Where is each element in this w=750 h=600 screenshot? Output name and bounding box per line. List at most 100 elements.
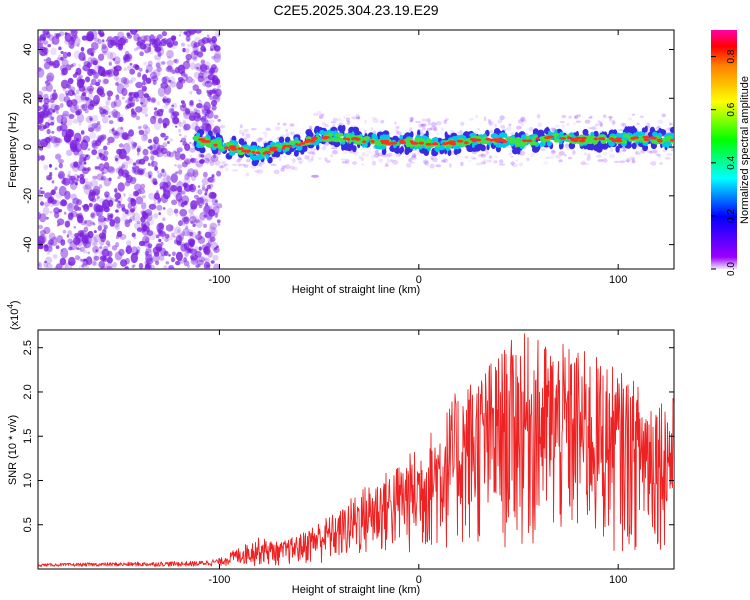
noise-blob [192, 223, 196, 227]
noise-blob [159, 254, 165, 261]
noise-blob [140, 102, 144, 105]
noise-blob [130, 252, 138, 264]
noise-blob [171, 232, 175, 237]
noise-blob [177, 229, 181, 233]
noise-blob [126, 208, 132, 216]
band-mark [642, 135, 650, 139]
noise-blob [123, 170, 131, 178]
band-halo [573, 122, 577, 126]
colorbar-tick-label: 0.8 [726, 49, 737, 63]
band-halo [494, 155, 498, 159]
noise-blob [204, 157, 210, 164]
band-halo [410, 156, 417, 160]
noise-blob [105, 262, 114, 269]
noise-blob [38, 263, 41, 267]
band-halo [576, 114, 581, 118]
noise-blob [142, 74, 148, 82]
band-halo [460, 161, 464, 167]
noise-blob [111, 128, 115, 132]
band-halo [528, 126, 534, 132]
band-halo [659, 162, 663, 165]
band-mark [450, 142, 457, 146]
noise-blob [120, 126, 123, 130]
band-halo [357, 115, 361, 120]
noise-blob [118, 167, 124, 174]
noise-blob [192, 169, 199, 178]
noise-blob [75, 89, 80, 95]
band-halo [521, 117, 524, 122]
noise-blob [185, 108, 191, 115]
noise-blob [117, 31, 125, 39]
band-halo [656, 153, 660, 156]
noise-blob [159, 231, 163, 235]
noise-blob [209, 160, 215, 167]
band-halo [321, 113, 325, 117]
noise-blob [43, 261, 49, 268]
band-halo [550, 127, 556, 132]
noise-blob [211, 76, 217, 82]
noise-blob [193, 108, 198, 114]
band-halo [639, 149, 644, 154]
noise-blob [187, 43, 191, 48]
band-mark [418, 141, 423, 145]
noise-blob [51, 92, 58, 101]
band-halo [270, 163, 277, 166]
noise-blob [135, 106, 143, 113]
noise-blob [135, 81, 144, 89]
noise-blob [47, 118, 55, 125]
noise-blob [87, 251, 90, 254]
band-mark [593, 144, 600, 152]
band-halo [208, 125, 212, 131]
noise-blob [106, 256, 113, 264]
band-halo [280, 167, 285, 172]
band-halo [464, 155, 469, 159]
noise-blob [110, 101, 117, 109]
noise-blob [86, 143, 89, 147]
noise-blob [159, 181, 168, 189]
noise-blob [38, 244, 44, 250]
band-halo [293, 166, 299, 171]
colorbar-tick-label: 0.4 [726, 155, 737, 169]
noise-blob [168, 79, 172, 83]
noise-blob [147, 243, 153, 249]
band-halo [332, 117, 338, 122]
noise-blob [99, 198, 106, 204]
band-halo [421, 118, 426, 122]
noise-blob [123, 193, 126, 197]
noise-blob [121, 164, 126, 169]
noise-blob [141, 202, 147, 210]
band-halo [410, 116, 414, 121]
noise-blob [46, 251, 50, 255]
noise-blob [181, 216, 189, 223]
noise-blob [70, 35, 77, 42]
noise-blob [100, 70, 107, 77]
noise-blob [135, 196, 144, 205]
noise-blob [198, 72, 204, 79]
noise-blob [59, 103, 64, 108]
noise-blob [156, 190, 159, 195]
band-mark [582, 128, 589, 136]
noise-blob [172, 111, 180, 117]
noise-blob [133, 236, 137, 240]
noise-blob [67, 170, 72, 175]
band-mark [251, 150, 256, 154]
band-halo [351, 116, 358, 120]
noise-blob [47, 44, 52, 48]
noise-blob [138, 67, 143, 72]
band-halo [654, 153, 661, 157]
band-halo [649, 150, 653, 154]
noise-blob [111, 245, 118, 251]
noise-blob [102, 115, 109, 124]
band-halo [597, 120, 601, 124]
band-mark [495, 142, 504, 148]
noise-blob [60, 248, 64, 253]
noise-blob [71, 30, 77, 35]
noise-blob [56, 114, 64, 124]
noise-blob [145, 257, 154, 265]
noise-blob [56, 224, 60, 227]
band-mark [502, 142, 507, 148]
noise-blob [38, 67, 42, 72]
noise-blob [73, 236, 81, 246]
noise-blob [213, 94, 220, 100]
spectrogram-y-ticks: -40 -20 0 20 40 [22, 43, 674, 253]
